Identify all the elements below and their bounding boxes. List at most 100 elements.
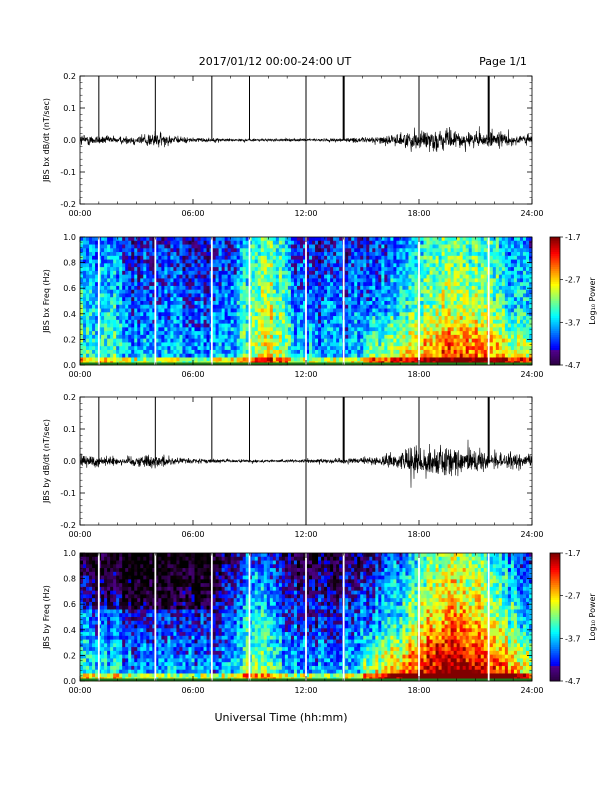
spectrogram-cell <box>490 245 493 249</box>
spectrogram-cell <box>149 245 152 249</box>
spectrogram-cell <box>255 335 258 339</box>
spectrogram-cell <box>228 305 231 309</box>
spectrogram-cell <box>339 241 342 245</box>
spectrogram-cell <box>261 297 264 301</box>
spectrogram-cell <box>101 290 104 294</box>
spectrogram-cell <box>188 301 191 305</box>
spectrogram-cell <box>80 354 83 358</box>
spectrogram-cell <box>188 335 191 339</box>
spectrogram-cell <box>128 327 131 331</box>
spectrogram-cell <box>496 327 499 331</box>
spectrogram-cell <box>351 350 354 354</box>
spectrogram-cell <box>381 256 384 260</box>
spectrogram-cell <box>191 305 194 309</box>
spectrogram-cell <box>339 320 342 324</box>
spectrogram-cell <box>92 342 95 346</box>
spectrogram-cell <box>378 278 381 282</box>
spectrogram-cell <box>433 335 436 339</box>
spectrogram-cell <box>207 237 210 241</box>
spectrogram-cell <box>345 245 348 249</box>
spectrogram-cell <box>234 316 237 320</box>
spectrogram-cell <box>216 252 219 256</box>
spectrogram-cell <box>89 309 92 313</box>
spectrogram-cell <box>327 316 330 320</box>
spectrogram-cell <box>116 301 119 305</box>
spectrogram-cell <box>445 301 448 305</box>
spectrogram-cell <box>113 241 116 245</box>
spectrogram-cell <box>502 252 505 256</box>
spectrogram-cell <box>240 350 243 354</box>
spectrogram-cell <box>240 331 243 335</box>
spectrogram-cell <box>134 278 137 282</box>
spectrogram-cell <box>297 309 300 313</box>
spectrogram-cell <box>264 342 267 346</box>
spectrogram-cell <box>454 312 457 316</box>
spectrogram-cell <box>405 286 408 290</box>
spectrogram-cell <box>366 327 369 331</box>
spectrogram-cell <box>315 354 318 358</box>
spectrogram-cell <box>164 263 167 267</box>
spectrogram-cell <box>369 357 372 361</box>
spectrogram-cell <box>297 312 300 316</box>
spectrogram-cell <box>164 342 167 346</box>
spectrogram-cell <box>131 327 134 331</box>
spectrogram-cell <box>345 316 348 320</box>
spectrogram-cell <box>393 335 396 339</box>
spectrogram-cell <box>261 286 264 290</box>
spectrogram-cell <box>267 305 270 309</box>
spectrogram-cell <box>273 267 276 271</box>
spectrogram-cell <box>119 297 122 301</box>
spectrogram-cell <box>511 263 514 267</box>
spectrogram-cell <box>393 331 396 335</box>
spectrogram-cell <box>363 237 366 241</box>
spectrogram-cell <box>167 327 170 331</box>
spectrogram-cell <box>460 327 463 331</box>
spectrogram-cell <box>204 301 207 305</box>
spectrogram-cell <box>439 252 442 256</box>
spectrogram-cell <box>231 331 234 335</box>
spectrogram-cell <box>161 245 164 249</box>
spectrogram-cell <box>264 357 267 361</box>
spectrogram-cell <box>182 267 185 271</box>
spectrogram-cell <box>439 301 442 305</box>
spectrogram-cell <box>390 282 393 286</box>
spectrogram-cell <box>460 282 463 286</box>
spectrogram-cell <box>505 271 508 275</box>
spectrogram-cell <box>315 327 318 331</box>
spectrogram-cell <box>402 339 405 343</box>
spectrogram-cell <box>333 293 336 297</box>
spectrogram-cell <box>161 293 164 297</box>
spectrogram-cell <box>351 252 354 256</box>
spectrogram-cell <box>198 312 201 316</box>
spectrogram-cell <box>222 260 225 264</box>
spectrogram-cell <box>309 256 312 260</box>
spectrogram-cell <box>80 305 83 309</box>
spectrogram-cell <box>309 312 312 316</box>
spectrogram-cell <box>502 312 505 316</box>
spectrogram-cell <box>333 282 336 286</box>
spectrogram-cell <box>360 241 363 245</box>
spectrogram-cell <box>234 324 237 328</box>
spectrogram-cell <box>472 267 475 271</box>
spectrogram-cell <box>405 278 408 282</box>
spectrogram-cell <box>255 342 258 346</box>
spectrogram-cell <box>378 324 381 328</box>
spectrogram-cell <box>164 241 167 245</box>
spectrogram-cell <box>496 286 499 290</box>
spectrogram-cell <box>384 301 387 305</box>
spectrogram-cell <box>110 346 113 350</box>
spectrogram-cell <box>285 339 288 343</box>
spectrogram-cell <box>333 260 336 264</box>
spectrogram-cell <box>493 301 496 305</box>
spectrogram-cell <box>378 327 381 331</box>
spectrogram-cell <box>454 282 457 286</box>
spectrogram-cell <box>219 278 222 282</box>
spectrogram-cell <box>424 237 427 241</box>
spectrogram-cell <box>113 237 116 241</box>
spectrogram-cell <box>158 260 161 264</box>
spectrogram-cell <box>231 256 234 260</box>
spectrogram-cell <box>134 320 137 324</box>
spectrogram-cell <box>408 312 411 316</box>
spectrogram-cell <box>333 331 336 335</box>
spectrogram-cell <box>451 252 454 256</box>
